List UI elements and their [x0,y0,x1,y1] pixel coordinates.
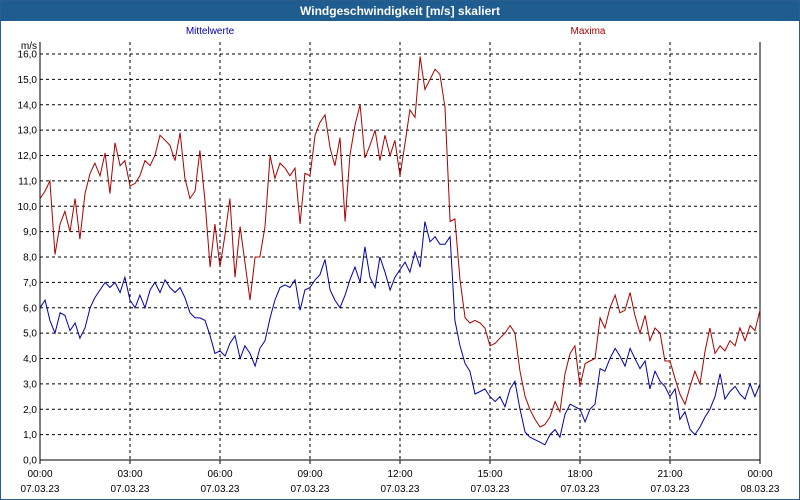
y-tick-label: 16,0 [18,50,38,61]
x-tick-time: 03:00 [117,469,142,480]
x-tick-date: 07.03.23 [21,484,60,495]
x-tick-date: 07.03.23 [651,484,690,495]
x-tick-time: 00:00 [27,469,52,480]
axes [39,42,761,464]
x-tick-time: 09:00 [297,469,322,480]
x-tick-date: 07.03.23 [111,484,150,495]
series-line-mittelwerte [39,221,761,446]
x-tick-date: 07.03.23 [561,484,600,495]
y-unit-label: m/s [21,41,37,52]
x-tick-time: 12:00 [387,469,412,480]
y-tick-label: 7,0 [23,278,37,289]
x-tick-date: 07.03.23 [471,484,510,495]
y-tick-label: 1,0 [23,430,37,441]
y-tick-label: 4,0 [23,354,37,365]
y-tick-label: 15,0 [18,75,38,86]
series [39,56,761,446]
x-tick-time: 00:00 [747,469,772,480]
y-tick-label: 8,0 [23,253,37,264]
y-tick-label: 14,0 [18,100,38,111]
y-tick-label: 10,0 [18,202,38,213]
y-tick-label: 5,0 [23,329,37,340]
legend-maxima: Maxima [570,26,605,37]
x-tick-date: 07.03.23 [381,484,420,495]
legend-mittelwerte: Mittelwerte [186,26,235,37]
y-tick-label: 2,0 [23,405,37,416]
y-tick-label: 11,0 [18,176,37,187]
x-tick-time: 06:00 [207,469,232,480]
y-tick-label: 3,0 [23,379,37,390]
grid [40,42,760,460]
series-line-maxima [39,56,761,428]
y-tick-label: 0,0 [23,456,37,467]
x-tick-time: 15:00 [477,469,502,480]
x-tick-time: 18:00 [567,469,592,480]
labels: 0,0 1,0 2,0 3,0 4,0 5,0 6,0 7,0 8,0 9,0 10,0 11,0 12… [18,26,780,495]
window-title: Windgeschwindigkeit [m/s] skaliert [1,1,799,21]
y-tick-label: 6,0 [23,303,37,314]
x-tick-date: 08.03.23 [741,484,780,495]
y-tick-label: 9,0 [23,227,37,238]
x-tick-time: 21:00 [657,469,682,480]
y-tick-label: 12,0 [18,151,38,162]
x-tick-date: 07.03.23 [201,484,240,495]
y-tick-label: 13,0 [18,126,38,137]
x-tick-date: 07.03.23 [291,484,330,495]
